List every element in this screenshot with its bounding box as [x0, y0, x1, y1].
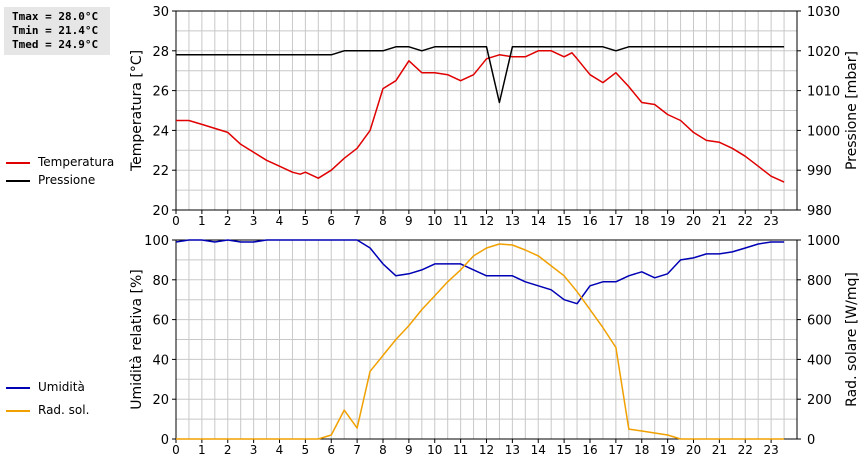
top-x-tick-label: 14: [531, 214, 546, 228]
bottom-y-right-tick-label: 200: [807, 393, 832, 408]
legend-temperature-swatch: [6, 161, 30, 164]
legend-pressure: Pressione: [6, 173, 95, 187]
legend-radiation-label: Rad. sol.: [38, 403, 90, 417]
bottom-y-right-tick-label: 800: [807, 274, 832, 289]
top-y-tick-label: 28: [152, 45, 169, 60]
legend-radiation: Rad. sol.: [6, 403, 89, 417]
top-x-tick-label: 6: [327, 214, 335, 228]
bottom-x-tick-label: 7: [353, 443, 361, 457]
legend-temperature-label: Temperatura: [38, 155, 115, 169]
bottom-x-tick-label: 14: [531, 443, 546, 457]
stats-tmed: Tmed = 24.9°C: [12, 38, 99, 51]
top-x-tick-label: 5: [302, 214, 310, 228]
bottom-x-tick-label: 0: [172, 443, 180, 457]
top-y-right-tick-label: 1030: [807, 5, 840, 20]
bottom-y-right-tick-label: 0: [807, 433, 815, 448]
top-y-tick-label: 30: [152, 5, 169, 20]
bottom-x-tick-label: 21: [712, 443, 727, 457]
top-y-tick-label: 24: [152, 124, 169, 139]
bottom-x-tick-label: 4: [276, 443, 284, 457]
top-x-tick-label: 7: [353, 214, 361, 228]
legend-pressure-label: Pressione: [38, 173, 96, 187]
bottom-x-tick-label: 13: [505, 443, 520, 457]
top-x-tick-label: 15: [556, 214, 571, 228]
bottom-x-tick-label: 19: [660, 443, 675, 457]
legend-temperature: Temperatura: [6, 155, 114, 169]
top-x-tick-label: 1: [198, 214, 206, 228]
top-x-tick-label: 9: [405, 214, 413, 228]
top-x-tick-label: 13: [505, 214, 520, 228]
top-x-tick-label: 8: [379, 214, 387, 228]
top-y-right-tick-label: 980: [807, 204, 832, 219]
bottom-y-tick-label: 100: [144, 234, 169, 249]
top-y-right-tick-label: 1010: [807, 85, 840, 100]
series-line-pressione: [176, 46, 785, 104]
top-x-tick-label: 22: [738, 214, 753, 228]
bottom-y-tick-label: 40: [152, 353, 169, 368]
legend-radiation-swatch: [6, 409, 30, 412]
bottom-x-tick-label: 22: [738, 443, 753, 457]
bottom-y-tick-label: 0: [161, 433, 169, 448]
bottom-y-tick-label: 60: [152, 314, 169, 329]
top-y-right-tick-label: 990: [807, 164, 832, 179]
legend-humidity: Umidità: [6, 380, 85, 394]
top-x-tick-label: 2: [224, 214, 232, 228]
bottom-x-tick-label: 6: [327, 443, 335, 457]
bottom-x-tick-label: 10: [427, 443, 442, 457]
bottom-x-tick-label: 1: [198, 443, 206, 457]
bottom-x-tick-label: 2: [224, 443, 232, 457]
top-x-tick-label: 21: [712, 214, 727, 228]
stats-box: Tmax = 28.0°C Tmin = 21.4°C Tmed = 24.9°…: [4, 7, 110, 55]
bottom-y-axis-title: Umidità relativa [%]: [129, 269, 145, 410]
top-x-tick-label: 23: [763, 214, 778, 228]
top-y-tick-label: 20: [152, 204, 169, 219]
bottom-x-tick-label: 8: [379, 443, 387, 457]
stats-tmin: Tmin = 21.4°C: [12, 24, 99, 37]
series-line-umidit: [175, 239, 785, 305]
top-x-tick-label: 20: [686, 214, 701, 228]
top-x-tick-label: 16: [582, 214, 597, 228]
top-x-tick-label: 18: [634, 214, 649, 228]
top-y-axis-title: Temperatura [°C]: [129, 50, 145, 172]
bottom-x-tick-label: 9: [405, 443, 413, 457]
legend-humidity-label: Umidità: [38, 380, 85, 394]
top-x-tick-label: 11: [453, 214, 468, 228]
top-y-tick-label: 26: [152, 85, 169, 100]
bottom-y-right-tick-label: 600: [807, 314, 832, 329]
bottom-x-tick-label: 18: [634, 443, 649, 457]
bottom-y-tick-label: 80: [152, 274, 169, 289]
bottom-y-tick-label: 20: [152, 393, 169, 408]
bottom-x-tick-label: 15: [556, 443, 571, 457]
top-x-tick-label: 17: [608, 214, 623, 228]
bottom-y-right-axis-title: Rad. solare [W/mq]: [844, 272, 860, 407]
legend-humidity-swatch: [6, 386, 30, 389]
top-y-right-tick-label: 1020: [807, 45, 840, 60]
bottom-y-right-tick-label: 1000: [807, 234, 840, 249]
bottom-x-tick-label: 20: [686, 443, 701, 457]
bottom-x-tick-label: 11: [453, 443, 468, 457]
top-x-tick-label: 4: [276, 214, 284, 228]
series-line-temperatura: [176, 50, 785, 183]
bottom-x-tick-label: 5: [302, 443, 310, 457]
top-x-tick-label: 19: [660, 214, 675, 228]
top-y-right-axis-title: Pressione [mbar]: [844, 51, 860, 170]
bottom-x-tick-label: 3: [250, 443, 258, 457]
bottom-x-tick-label: 16: [582, 443, 597, 457]
bottom-x-tick-label: 23: [763, 443, 778, 457]
bottom-y-right-tick-label: 400: [807, 353, 832, 368]
bottom-x-tick-label: 12: [479, 443, 494, 457]
series-line-rad-sol: [176, 243, 785, 440]
top-x-tick-label: 3: [250, 214, 258, 228]
legend-pressure-swatch: [6, 179, 30, 182]
top-y-tick-label: 22: [152, 164, 169, 179]
stats-tmax: Tmax = 28.0°C: [12, 10, 99, 23]
top-x-tick-label: 10: [427, 214, 442, 228]
top-x-tick-label: 0: [172, 214, 180, 228]
top-x-tick-label: 12: [479, 214, 494, 228]
bottom-x-tick-label: 17: [608, 443, 623, 457]
top-y-right-tick-label: 1000: [807, 124, 840, 139]
